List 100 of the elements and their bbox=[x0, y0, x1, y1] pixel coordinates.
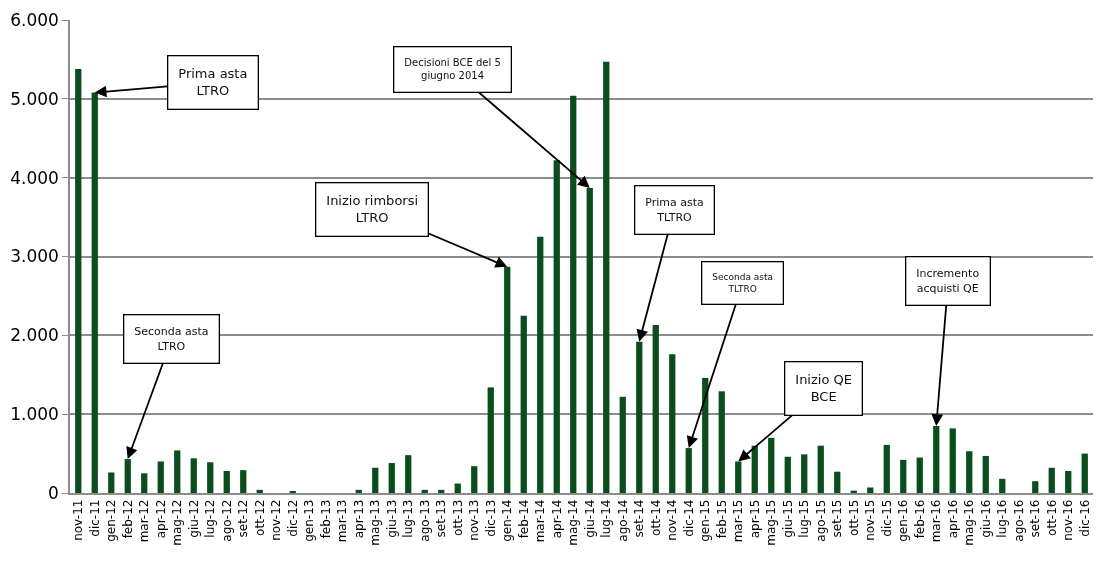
y-tick-label: 6.000 bbox=[10, 9, 59, 30]
x-tick-label: giu-14 bbox=[582, 499, 597, 538]
bar bbox=[619, 396, 626, 493]
bar bbox=[801, 454, 808, 493]
bar bbox=[75, 68, 82, 493]
bar bbox=[669, 354, 676, 493]
bar bbox=[141, 473, 148, 493]
x-tick-label: lug-13 bbox=[401, 499, 416, 538]
y-tick-label: 2.000 bbox=[10, 325, 59, 346]
bar bbox=[108, 472, 115, 493]
x-tick-label: set-15 bbox=[830, 499, 845, 538]
y-tick-label: 4.000 bbox=[10, 167, 59, 188]
y-tick-label: 1.000 bbox=[10, 404, 59, 425]
y-tick-label: 3.000 bbox=[10, 246, 59, 267]
x-tick-label: gen-15 bbox=[698, 499, 713, 542]
x-tick-label: nov-13 bbox=[467, 499, 482, 541]
x-tick-label: lug-12 bbox=[203, 499, 218, 538]
y-tick-label: 0 bbox=[48, 482, 59, 503]
x-tick-label: apr-12 bbox=[153, 499, 168, 539]
bar bbox=[603, 61, 610, 493]
bar bbox=[834, 471, 841, 493]
x-tick-label: nov-15 bbox=[863, 499, 878, 541]
bar bbox=[1048, 467, 1055, 493]
x-tick-label: ott-13 bbox=[450, 499, 465, 536]
bar bbox=[949, 428, 956, 493]
bar bbox=[240, 470, 247, 493]
bar bbox=[718, 391, 725, 493]
x-tick-label: set-16 bbox=[1028, 499, 1043, 538]
x-tick-label: mar-16 bbox=[929, 499, 944, 543]
bar bbox=[553, 160, 560, 493]
y-tick-label: 5.000 bbox=[10, 88, 59, 109]
bar bbox=[487, 387, 494, 493]
x-tick-label: dic-12 bbox=[285, 499, 300, 537]
bar bbox=[388, 463, 395, 493]
x-tick-label: apr-13 bbox=[351, 499, 366, 539]
bar bbox=[405, 455, 412, 493]
bar bbox=[784, 456, 791, 493]
annotation: Seconda asta TLTRO bbox=[712, 272, 774, 294]
bar bbox=[471, 466, 478, 493]
bar bbox=[1065, 470, 1072, 493]
bar bbox=[438, 489, 445, 493]
bar bbox=[883, 444, 890, 493]
x-tick-label: apr-14 bbox=[549, 499, 564, 539]
x-tick-label: mag-13 bbox=[368, 499, 383, 546]
bar bbox=[751, 445, 758, 493]
bar bbox=[702, 377, 709, 493]
x-tick-label: mar-14 bbox=[533, 499, 548, 543]
x-tick-label: giu-13 bbox=[384, 499, 399, 538]
x-tick-label: lug-14 bbox=[599, 499, 614, 538]
x-tick-label: ago-13 bbox=[417, 499, 432, 542]
annotation: Decisioni BCE del 5 giugno 2014 bbox=[404, 57, 501, 82]
x-tick-label: feb-16 bbox=[912, 499, 927, 539]
x-tick-label: dic-11 bbox=[87, 499, 102, 537]
x-tick-label: ott-15 bbox=[846, 499, 861, 536]
annotation: Prima asta TLTRO bbox=[645, 196, 704, 224]
x-tick-label: dic-15 bbox=[879, 499, 894, 537]
bar bbox=[372, 467, 379, 493]
bar bbox=[817, 445, 824, 493]
x-tick-label: mag-16 bbox=[962, 499, 977, 546]
x-tick-label: mag-14 bbox=[566, 499, 581, 546]
bar bbox=[1081, 453, 1088, 493]
bar bbox=[537, 236, 544, 493]
x-tick-label: set-13 bbox=[434, 499, 449, 538]
bar bbox=[520, 315, 527, 493]
x-tick-label: mag-12 bbox=[170, 499, 185, 546]
x-tick-label: nov-11 bbox=[71, 499, 86, 541]
annotation: Incremento acquisti QE bbox=[916, 267, 980, 295]
x-tick-label: ott-12 bbox=[252, 499, 267, 536]
x-tick-label: gen-13 bbox=[302, 499, 317, 542]
bar bbox=[174, 450, 181, 493]
x-tick-label: ago-14 bbox=[615, 499, 630, 542]
bar bbox=[256, 489, 263, 493]
bar bbox=[223, 470, 230, 493]
x-tick-label: dic-14 bbox=[681, 499, 696, 537]
bar bbox=[652, 325, 659, 493]
bar bbox=[966, 451, 973, 493]
x-tick-label: apr-16 bbox=[945, 499, 960, 539]
x-tick-label: giu-15 bbox=[780, 499, 795, 538]
annotation: Inizio rimborsi LTRO bbox=[326, 193, 419, 226]
x-tick-label: feb-12 bbox=[120, 499, 135, 539]
annotation: Inizio QE BCE bbox=[795, 372, 852, 405]
x-tick-label: feb-15 bbox=[714, 499, 729, 539]
x-tick-label: ott-16 bbox=[1044, 499, 1059, 536]
bar bbox=[768, 437, 775, 493]
bar bbox=[355, 489, 362, 493]
x-tick-label: lug-15 bbox=[797, 499, 812, 538]
x-tick-label: giu-12 bbox=[186, 499, 201, 538]
bar bbox=[570, 95, 577, 493]
x-tick-label: feb-14 bbox=[516, 499, 531, 539]
x-tick-label: mar-13 bbox=[335, 499, 350, 543]
bar bbox=[190, 458, 197, 493]
bar bbox=[982, 455, 989, 493]
bar bbox=[207, 462, 214, 493]
bar bbox=[454, 483, 461, 493]
x-tick-label: nov-12 bbox=[269, 499, 284, 541]
x-tick-label: gen-14 bbox=[500, 499, 515, 542]
bar bbox=[1032, 481, 1039, 493]
x-tick-label: dic-13 bbox=[483, 499, 498, 537]
annotation: Prima asta LTRO bbox=[178, 66, 248, 99]
x-tick-label: giu-16 bbox=[978, 499, 993, 538]
